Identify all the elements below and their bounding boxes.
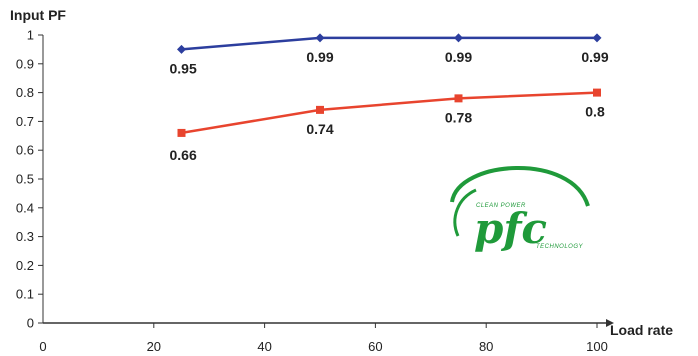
pfc-logo-main-text: pfc: [474, 204, 547, 253]
x-tick-label: 80: [479, 339, 493, 354]
data-label: 0.8: [585, 104, 605, 120]
series-2: 0.66 0.74 0.78 0.8: [170, 88, 605, 163]
data-label: 0.95: [170, 60, 197, 76]
x-axis-title: Load rate: [610, 322, 673, 338]
data-point: [177, 44, 186, 54]
series-layer: 0.95 0.99 0.99 0.99 0.66 0.74 0.78 0.8: [170, 33, 609, 163]
data-point: [592, 33, 602, 43]
axes: 0 0.1 0.2 0.3 0.4 0.5 0.6 0.7 0.8 0.9 1 0 20 40 60 80 10…: [16, 28, 614, 354]
pfc-logo-top-text: CLEAN POWER: [476, 203, 526, 209]
data-point: [315, 33, 325, 43]
y-tick-label: 0.2: [16, 258, 34, 273]
y-tick-label: 0.8: [16, 85, 34, 100]
data-label: 0.99: [445, 49, 472, 65]
x-tick-label: 40: [257, 339, 271, 354]
y-tick-label: 0.7: [16, 114, 34, 129]
y-axis-title: Input PF: [10, 7, 66, 23]
x-tick-label: 100: [586, 339, 608, 354]
x-tick-label: 20: [147, 339, 161, 354]
pfc-logo-bottom-text: TECHNOLOGY: [536, 244, 584, 250]
data-label: 0.78: [445, 109, 472, 125]
series-line: [181, 91, 598, 135]
data-point: [177, 128, 186, 137]
x-axis-arrow-icon: [606, 319, 614, 327]
x-tick-label: 0: [39, 339, 46, 354]
data-label: 0.99: [306, 49, 333, 65]
y-tick-label: 0: [27, 316, 34, 331]
y-tick-label: 0.6: [16, 143, 34, 158]
data-label: 0.74: [306, 121, 333, 137]
y-tick-label: 0.3: [16, 229, 34, 244]
y-tick-label: 0.4: [16, 200, 34, 215]
y-tick-label: 1: [27, 28, 34, 43]
data-point: [454, 33, 463, 43]
series-1: 0.95 0.99 0.99 0.99: [170, 33, 609, 76]
pfc-logo-swoosh: [450, 166, 590, 207]
y-tick-label: 0.5: [16, 172, 34, 187]
data-label: 0.66: [170, 147, 197, 163]
data-label: 0.99: [581, 49, 608, 65]
data-point: [316, 105, 324, 114]
data-point: [454, 94, 463, 103]
data-point: [593, 88, 601, 97]
pfc-logo: CLEAN POWER pfc TECHNOLOGY: [450, 166, 590, 253]
y-tick-label: 0.9: [16, 56, 34, 71]
y-tick-label: 0.1: [16, 287, 34, 302]
series-line: [181, 36, 597, 51]
x-tick-label: 60: [368, 339, 382, 354]
pfc-logo-swoosh-inner: [453, 188, 477, 237]
